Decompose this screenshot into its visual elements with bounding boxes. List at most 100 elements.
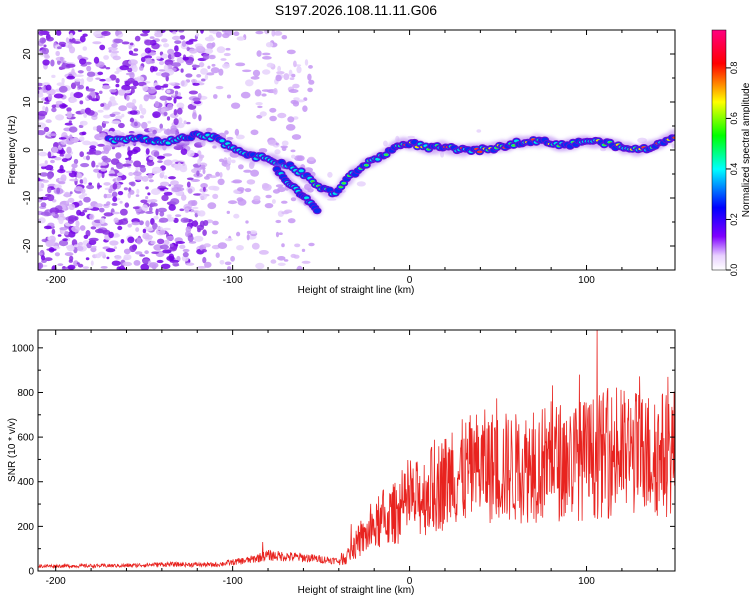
noise-blob [149,199,158,203]
noise-blob [122,261,133,267]
noise-blob [182,56,189,61]
noise-blob [65,37,70,44]
noise-blob [227,266,232,270]
noise-blob [116,172,124,177]
noise-blob [155,228,166,236]
noise-blob [108,231,114,239]
noise-blob [250,76,260,80]
noise-blob [64,122,73,126]
noise-blob [95,77,101,80]
noise-blob [76,262,80,265]
noise-blob [65,63,76,68]
noise-blob [275,142,279,146]
noise-blob [68,126,78,133]
noise-blob [191,64,200,68]
noise-blob [99,44,106,51]
noise-blob [188,48,198,54]
noise-blob [292,83,300,89]
noise-blob [45,106,49,114]
noise-blob [82,177,88,185]
noise-blob [139,254,146,257]
noise-blob [148,262,159,269]
spectrogram-x-axis-label: Height of straight line (km) [298,285,415,296]
colorbar-tick-label: 0.4 [729,163,739,176]
noise-blob [79,151,84,158]
noise-blob [163,64,169,71]
noise-blob [55,209,65,213]
noise-blob [51,107,57,113]
noise-blob [262,69,271,75]
ridge-high [339,185,343,189]
noise-blob [131,221,140,226]
noise-blob [227,157,232,164]
noise-blob [73,92,84,99]
noise-blob [296,265,303,270]
noise-blob [89,141,99,147]
noise-blob [103,182,111,186]
noise-blob [114,255,122,260]
noise-blob [88,206,94,209]
noise-blob [276,71,285,75]
noise-blob [89,213,95,220]
noise-blob [177,187,185,192]
noise-blob [102,84,111,90]
noise-blob [153,215,159,220]
noise-blob [185,226,192,233]
noise-blob [58,85,68,93]
noise-blob [103,55,109,60]
noise-blob [39,172,49,177]
noise-blob [196,74,202,78]
noise-blob [172,31,177,35]
figure-title: S197.2026.108.11.11.G06 [275,2,437,18]
noise-blob [249,230,258,235]
noise-blob [118,218,129,225]
noise-blob [243,169,252,173]
noise-blob [130,53,139,56]
noise-blob [303,97,308,101]
noise-blob [40,211,50,216]
noise-blob [99,78,106,82]
noise-blob [42,59,50,66]
noise-blob [120,208,128,216]
ridge-high [364,164,369,167]
noise-blob [68,203,76,210]
noise-blob [160,85,169,88]
noise-blob [69,138,80,142]
ridge-mid [304,196,310,200]
noise-blob [307,87,313,93]
noise-blob [112,183,118,190]
noise-blob [115,83,120,88]
noise-blob [168,82,176,85]
noise-blob [151,251,159,254]
noise-blob [115,30,123,35]
noise-blob [190,78,198,84]
noise-blob [69,97,78,103]
noise-blob [261,182,270,189]
noise-blob [301,248,306,252]
noise-blob [208,175,217,179]
noise-blob [144,250,149,255]
noise-blob [175,241,185,244]
noise-blob [142,84,149,92]
noise-blob [51,228,56,235]
noise-blob [257,105,263,109]
noise-blob [224,130,229,135]
noise-blob [277,65,281,72]
y-tick-label: -10 [22,190,33,205]
noise-blob [117,89,127,96]
noise-blob [110,158,120,166]
noise-blob [180,217,190,223]
noise-blob [99,207,105,213]
noise-blob [40,255,46,261]
noise-blob [44,97,49,101]
noise-blob [102,229,111,235]
noise-blob [80,78,85,86]
ridge-high [511,144,516,147]
noise-blob [293,60,297,68]
y-tick-label: 400 [17,477,34,488]
ridge-high [384,153,389,156]
noise-blob [173,51,182,58]
noise-blob [195,45,205,52]
